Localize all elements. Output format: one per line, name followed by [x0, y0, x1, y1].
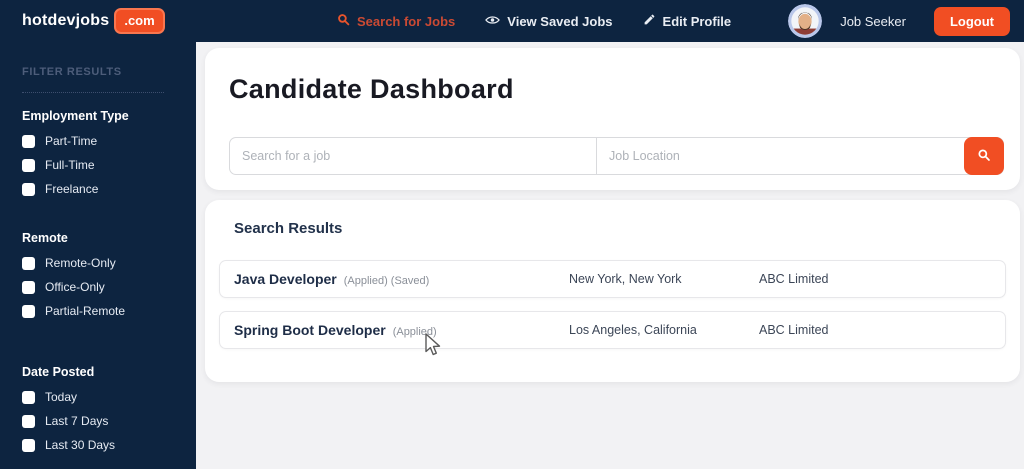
- results-list: Java Developer (Applied) (Saved) New Yor…: [219, 260, 1006, 349]
- checkbox-today[interactable]: [22, 390, 35, 404]
- job-search-input[interactable]: [230, 138, 597, 174]
- job-company: ABC Limited: [759, 323, 829, 337]
- checkbox-full-time[interactable]: [22, 158, 35, 172]
- job-location-input[interactable]: [597, 138, 964, 174]
- nav-link-label: View Saved Jobs: [507, 13, 613, 29]
- dashboard-card: Candidate Dashboard: [205, 48, 1020, 190]
- checkbox-last-7-days[interactable]: [22, 414, 35, 428]
- job-status-tags: (Applied): [392, 326, 437, 338]
- logout-button[interactable]: Logout: [933, 6, 1010, 36]
- job-status-tags: (Applied) (Saved): [343, 275, 430, 287]
- brand-logo[interactable]: hotdevjobs .com: [22, 0, 165, 42]
- page-title: Candidate Dashboard: [229, 74, 514, 104]
- filter-option-full-time[interactable]: Full-Time: [22, 157, 196, 173]
- pencil-icon: [643, 13, 656, 29]
- filter-option-last-7-days[interactable]: Last 7 Days: [22, 413, 196, 429]
- filter-option-label: Office-Only: [45, 280, 105, 294]
- nav-link-edit-profile[interactable]: Edit Profile: [643, 13, 732, 29]
- nav-link-label: Edit Profile: [662, 13, 732, 29]
- filter-option-remote-only[interactable]: Remote-Only: [22, 255, 196, 271]
- job-title: Java Developer: [234, 271, 337, 287]
- search-icon: [337, 13, 350, 29]
- job-location: Los Angeles, California: [569, 323, 697, 337]
- result-row-java-developer[interactable]: Java Developer (Applied) (Saved) New Yor…: [219, 260, 1006, 298]
- filter-section-title: Employment Type: [22, 109, 129, 123]
- nav-links: Search for Jobs View Saved Jobs Edit Pro…: [337, 0, 731, 42]
- checkbox-office-only[interactable]: [22, 280, 35, 294]
- job-search-bar: [229, 137, 1004, 175]
- filter-option-office-only[interactable]: Office-Only: [22, 279, 196, 295]
- filter-section-employment-type: Employment Type Part-Time Full-Time Free…: [22, 109, 196, 197]
- job-title: Spring Boot Developer: [234, 322, 386, 338]
- filter-sidebar: FILTER RESULTS Employment Type Part-Time…: [0, 42, 196, 469]
- job-title-cell: Spring Boot Developer (Applied): [234, 322, 569, 338]
- filter-option-label: Last 30 Days: [45, 438, 116, 452]
- eye-icon: [485, 14, 501, 29]
- main-content: Candidate Dashboard Search Results Java …: [196, 42, 1024, 469]
- brand-name: hotdevjobs: [22, 12, 110, 29]
- filter-option-label: Full-Time: [45, 158, 95, 172]
- job-company: ABC Limited: [759, 272, 829, 286]
- checkbox-last-30-days[interactable]: [22, 438, 35, 452]
- checkbox-remote-only[interactable]: [22, 256, 35, 270]
- filter-option-label: Part-Time: [45, 134, 98, 148]
- checkbox-partial-remote[interactable]: [22, 304, 35, 318]
- top-navbar: hotdevjobs .com Search for Jobs View Sav…: [0, 0, 1024, 42]
- filter-section-title: Date Posted: [22, 365, 95, 379]
- filter-option-freelance[interactable]: Freelance: [22, 181, 196, 197]
- search-submit-button[interactable]: [964, 137, 1004, 175]
- filter-option-label: Partial-Remote: [45, 304, 126, 318]
- filter-section-title: Remote: [22, 231, 68, 245]
- navbar-user-area: Job Seeker Logout: [788, 0, 1010, 42]
- job-title-cell: Java Developer (Applied) (Saved): [234, 271, 569, 287]
- search-results-card: Search Results Java Developer (Applied) …: [205, 200, 1020, 382]
- brand-tld-badge: .com: [114, 8, 165, 34]
- sidebar-title: FILTER RESULTS: [22, 66, 122, 78]
- filter-option-last-30-days[interactable]: Last 30 Days: [22, 437, 196, 453]
- filter-option-label: Freelance: [45, 182, 99, 196]
- filter-option-today[interactable]: Today: [22, 389, 196, 405]
- filter-option-label: Remote-Only: [45, 256, 116, 270]
- nav-link-label: Search for Jobs: [357, 13, 456, 29]
- job-location: New York, New York: [569, 272, 682, 286]
- sidebar-divider: [22, 92, 164, 93]
- checkbox-freelance[interactable]: [22, 182, 35, 196]
- filter-option-label: Last 7 Days: [45, 414, 109, 428]
- user-avatar[interactable]: [788, 4, 823, 38]
- user-role-label: Job Seeker: [840, 13, 906, 29]
- nav-link-saved-jobs[interactable]: View Saved Jobs: [485, 13, 613, 29]
- search-icon: [977, 148, 991, 165]
- checkbox-part-time[interactable]: [22, 134, 35, 148]
- results-heading: Search Results: [234, 220, 343, 237]
- filter-section-remote: Remote Remote-Only Office-Only Partial-R…: [22, 231, 196, 319]
- result-row-spring-boot-developer[interactable]: Spring Boot Developer (Applied) Los Ange…: [219, 311, 1006, 349]
- nav-link-search-jobs[interactable]: Search for Jobs: [337, 13, 455, 29]
- filter-section-date-posted: Date Posted Today Last 7 Days Last 30 Da…: [22, 365, 196, 453]
- filter-option-part-time[interactable]: Part-Time: [22, 133, 196, 149]
- filter-option-partial-remote[interactable]: Partial-Remote: [22, 303, 196, 319]
- filter-option-label: Today: [45, 390, 78, 404]
